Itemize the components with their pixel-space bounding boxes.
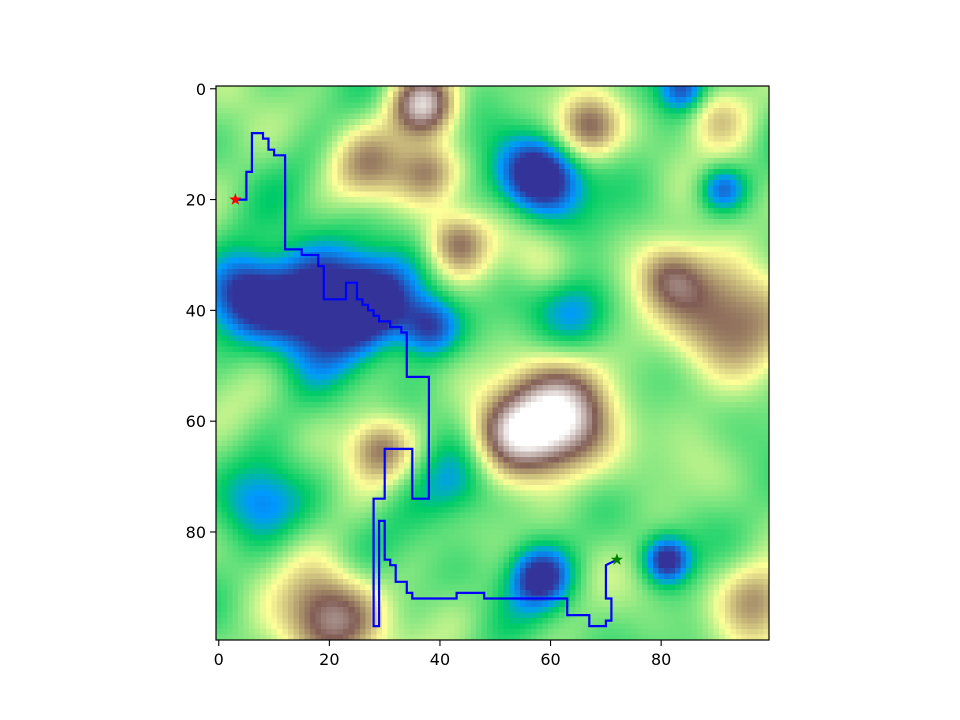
x-tick-label: 60 xyxy=(540,650,560,669)
path-layer xyxy=(235,132,618,628)
terrain-heatmap xyxy=(216,86,769,640)
path-line-0 xyxy=(235,132,618,628)
y-tick-label: 40 xyxy=(186,301,206,320)
plot-area xyxy=(216,86,769,640)
x-tick-label: 20 xyxy=(319,650,339,669)
x-axis: 0 20 40 60 80 xyxy=(214,640,671,669)
marker-layer xyxy=(229,193,624,565)
start-star-marker xyxy=(229,193,242,205)
y-tick-label: 20 xyxy=(186,191,206,210)
y-axis: 0 20 40 60 80 xyxy=(186,80,216,542)
x-tick-label: 40 xyxy=(430,650,450,669)
x-tick-label: 80 xyxy=(651,650,671,669)
y-tick-label: 0 xyxy=(196,80,206,99)
y-tick-label: 80 xyxy=(186,523,206,542)
x-tick-label: 0 xyxy=(214,650,224,669)
goal-star-marker xyxy=(610,553,624,565)
y-tick-label: 60 xyxy=(186,412,206,431)
plot-frame xyxy=(215,85,770,641)
